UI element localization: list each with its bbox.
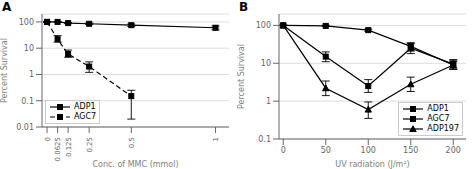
svg-text:0.01: 0.01 — [16, 123, 34, 132]
svg-text:Conc. of MMC (mmol): Conc. of MMC (mmol) — [92, 160, 178, 169]
svg-text:1: 1 — [212, 137, 220, 141]
svg-text:100: 100 — [361, 146, 376, 155]
html-text:ADP1: ADP1 — [427, 104, 449, 113]
html-text:B: B — [239, 0, 249, 14]
svg-text:0.0625: 0.0625 — [54, 137, 62, 162]
svg-text:Percent Survival: Percent Survival — [237, 44, 246, 109]
svg-text:0.1: 0.1 — [21, 97, 34, 106]
svg-text:1: 1 — [266, 97, 271, 106]
svg-text:150: 150 — [403, 146, 418, 155]
svg-text:0.5: 0.5 — [128, 137, 136, 148]
html-text:A: A — [2, 0, 12, 14]
html-text:ADP197: ADP197 — [427, 124, 459, 133]
html-text:AGC7: AGC7 — [74, 112, 97, 121]
svg-text:10: 10 — [261, 59, 271, 68]
svg-text:100: 100 — [256, 21, 271, 30]
svg-text:1: 1 — [29, 70, 34, 79]
svg-text:0.1: 0.1 — [258, 135, 271, 144]
svg-text:50: 50 — [321, 146, 331, 155]
svg-text:10: 10 — [24, 44, 34, 53]
html-text:AGC7: AGC7 — [427, 114, 450, 123]
svg-text:0.125: 0.125 — [65, 137, 73, 157]
svg-text:0: 0 — [44, 137, 52, 141]
svg-text:0.25: 0.25 — [86, 137, 94, 153]
svg-text:0: 0 — [281, 146, 286, 155]
svg-text:Percent Survival: Percent Survival — [8, 38, 9, 103]
svg-text:200: 200 — [446, 146, 461, 155]
svg-text:100: 100 — [19, 18, 34, 27]
html-text:ADP1: ADP1 — [74, 102, 96, 111]
svg-text:UV radiation (J/m²): UV radiation (J/m²) — [335, 160, 409, 169]
